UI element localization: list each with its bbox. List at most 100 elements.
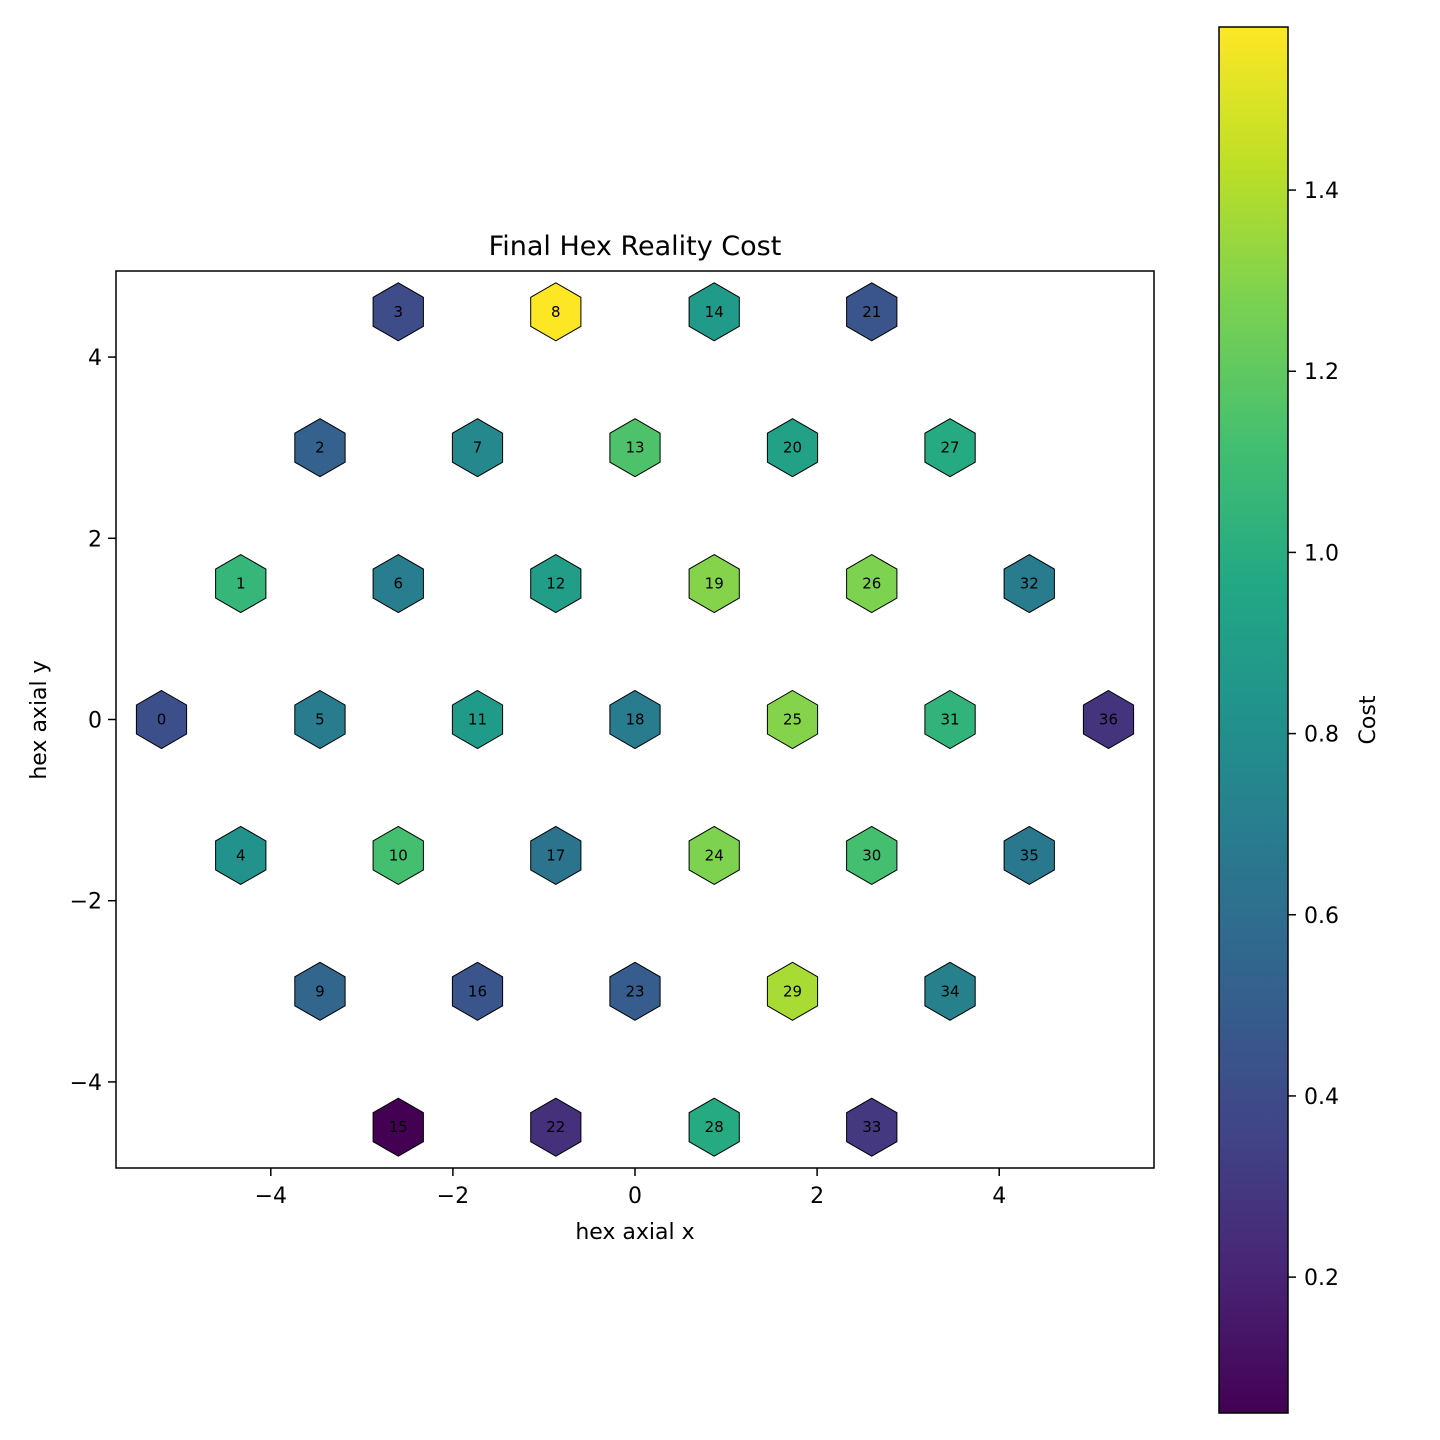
hex-cell-25 xyxy=(766,689,819,750)
x-tick-label: −2 xyxy=(437,1184,469,1209)
hex-label-9: 9 xyxy=(315,982,325,1000)
hex-label-14: 14 xyxy=(705,303,724,321)
y-tick-label: −4 xyxy=(70,1071,102,1096)
hex-cell-9 xyxy=(294,961,346,1021)
hex-label-31: 31 xyxy=(940,711,959,729)
hex-cell-21 xyxy=(846,282,898,342)
hex-label-35: 35 xyxy=(1020,846,1039,864)
x-axis: −4 −2 0 2 4 xyxy=(255,1168,1006,1209)
y-tick-label: −2 xyxy=(70,890,102,915)
hex-label-30: 30 xyxy=(862,846,881,864)
hex-cell-17 xyxy=(530,825,582,885)
hex-cell-1 xyxy=(215,554,267,614)
hex-cell-27 xyxy=(924,418,976,478)
hex-label-28: 28 xyxy=(705,1118,724,1136)
hex-cell-16 xyxy=(451,961,504,1021)
hex-label-27: 27 xyxy=(940,439,959,457)
y-axis-title: hex axial y xyxy=(27,660,52,779)
hex-label-22: 22 xyxy=(546,1118,565,1136)
colorbar-gradient xyxy=(1218,26,1289,1414)
colorbar-tick-label: 1.0 xyxy=(1304,541,1339,566)
hex-label-15: 15 xyxy=(389,1118,408,1136)
y-axis: −4 −2 0 2 4 xyxy=(70,346,116,1096)
colorbar-tick-label: 0.8 xyxy=(1304,723,1339,748)
hex-label-16: 16 xyxy=(468,982,487,1000)
colorbar: 0.2 0.4 0.6 0.8 1.0 1.2 1.4 xyxy=(1218,26,1339,1414)
hex-label-10: 10 xyxy=(389,846,408,864)
hex-cell-3 xyxy=(372,282,424,342)
hex-cell-24 xyxy=(688,825,740,885)
colorbar-title: Cost xyxy=(1356,695,1381,744)
hex-label-21: 21 xyxy=(862,303,881,321)
hex-label-19: 19 xyxy=(705,575,724,593)
hex-label-36: 36 xyxy=(1099,711,1118,729)
hex-label-3: 3 xyxy=(393,303,403,321)
hex-cell-31 xyxy=(924,689,976,750)
hex-label-1: 1 xyxy=(236,575,246,593)
hex-cell-33 xyxy=(846,1097,898,1157)
hex-cell-34 xyxy=(924,961,976,1021)
hex-cell-6 xyxy=(372,554,424,614)
x-tick-label: −4 xyxy=(255,1184,287,1209)
hex-label-7: 7 xyxy=(473,439,483,457)
hex-cell-2 xyxy=(294,418,346,478)
hex-cell-0 xyxy=(135,689,188,750)
hex-label-13: 13 xyxy=(625,439,644,457)
y-tick-label: 2 xyxy=(88,527,102,552)
hex-label-34: 34 xyxy=(940,982,959,1000)
hex-label-0: 0 xyxy=(157,711,167,729)
hex-label-26: 26 xyxy=(862,575,881,593)
hex-cell-18 xyxy=(609,689,661,750)
hex-cell-29 xyxy=(766,961,819,1021)
hex-cell-12 xyxy=(530,554,582,614)
hex-cell-13 xyxy=(609,418,661,478)
hex-label-32: 32 xyxy=(1020,575,1039,593)
hex-label-25: 25 xyxy=(783,711,802,729)
x-axis-title: hex axial x xyxy=(575,1220,694,1245)
hex-label-17: 17 xyxy=(546,846,565,864)
hex-cell-28 xyxy=(688,1097,740,1157)
hex-label-5: 5 xyxy=(315,711,325,729)
hex-cell-15 xyxy=(372,1097,424,1157)
x-tick-label: 4 xyxy=(992,1184,1006,1209)
colorbar-tick-label: 1.4 xyxy=(1304,179,1339,204)
hex-cell-36 xyxy=(1082,689,1135,750)
hex-cell-5 xyxy=(294,689,346,750)
hex-label-12: 12 xyxy=(546,575,565,593)
hex-cell-22 xyxy=(530,1097,582,1157)
hex-label-11: 11 xyxy=(468,711,487,729)
hex-cell-8 xyxy=(530,282,582,342)
hex-cell-32 xyxy=(1003,554,1055,614)
x-tick-label: 0 xyxy=(628,1184,642,1209)
plot-area: 0123456789101112131415161718192021222324… xyxy=(115,270,1155,1169)
hex-label-29: 29 xyxy=(783,982,802,1000)
hex-cell-7 xyxy=(451,418,504,478)
hex-label-8: 8 xyxy=(551,303,561,321)
hex-cell-11 xyxy=(451,689,504,750)
y-tick-label: 0 xyxy=(88,709,102,734)
colorbar-tick-label: 0.2 xyxy=(1304,1266,1339,1291)
hex-cell-14 xyxy=(688,282,740,342)
hex-cell-19 xyxy=(688,554,740,614)
y-tick-label: 4 xyxy=(88,346,102,371)
hex-cell-26 xyxy=(846,554,898,614)
colorbar-tick-label: 0.4 xyxy=(1304,1085,1339,1110)
hex-cell-4 xyxy=(215,825,267,885)
hex-label-4: 4 xyxy=(236,846,246,864)
chart-title: Final Hex Reality Cost xyxy=(489,231,782,262)
hex-label-24: 24 xyxy=(705,846,724,864)
hex-label-20: 20 xyxy=(783,439,802,457)
hex-cell-20 xyxy=(766,418,819,478)
hex-cell-10 xyxy=(372,825,424,885)
hex-label-33: 33 xyxy=(862,1118,881,1136)
hex-cell-30 xyxy=(846,825,898,885)
hex-label-18: 18 xyxy=(625,711,644,729)
hex-cell-35 xyxy=(1003,825,1055,885)
hex-cell-23 xyxy=(609,961,661,1021)
colorbar-tick-label: 0.6 xyxy=(1304,904,1339,929)
hex-label-23: 23 xyxy=(625,982,644,1000)
hex-label-2: 2 xyxy=(315,439,325,457)
hex-label-6: 6 xyxy=(393,575,403,593)
colorbar-tick-label: 1.2 xyxy=(1304,360,1339,385)
